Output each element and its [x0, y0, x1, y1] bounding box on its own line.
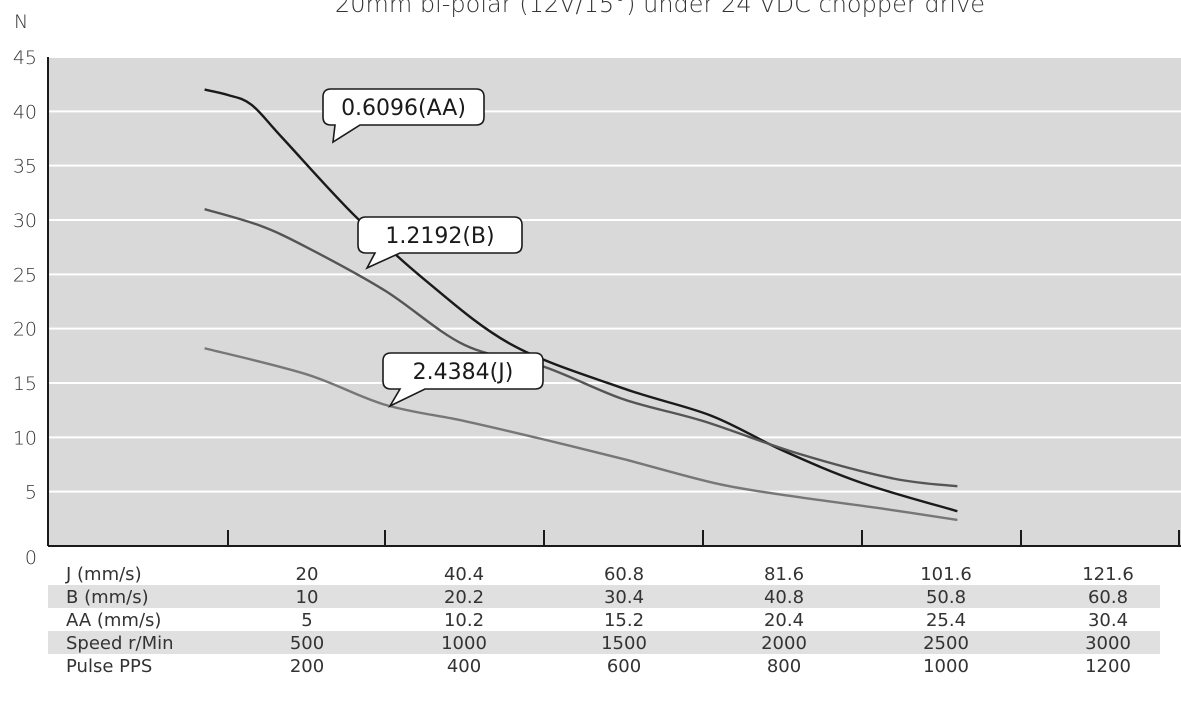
table-cell: 81.6: [764, 564, 804, 585]
table-cell: 15.2: [604, 610, 644, 631]
row-label: Speed r/Min: [66, 633, 174, 654]
table-cell: 1200: [1085, 656, 1131, 677]
row-shade: [48, 585, 1160, 608]
table-cell: 600: [607, 656, 641, 677]
table-cell: 5: [301, 610, 312, 631]
table-cell: 200: [290, 656, 324, 677]
callout-box: [322, 88, 485, 144]
series-line: [204, 347, 958, 522]
y-tick-label: 40: [13, 101, 37, 123]
table-cell: 40.8: [764, 587, 804, 608]
table-cell: 20.4: [764, 610, 804, 631]
row-label: AA (mm/s): [66, 610, 161, 631]
table-cell: 30.4: [604, 587, 644, 608]
table-row: AA (mm/s) 5 10.2 15.2 20.4 25.4 30.4: [66, 610, 1128, 631]
row-label: J (mm/s): [65, 564, 142, 585]
table-cell: 60.8: [1088, 587, 1128, 608]
table-cell: 10: [296, 587, 319, 608]
series-line: [204, 88, 958, 513]
callout-text: 1.2192(B): [385, 224, 494, 249]
y-tick-label: 5: [25, 482, 37, 504]
table-cell: 1000: [441, 633, 487, 654]
table-cell: 121.6: [1082, 564, 1134, 585]
row-label: Pulse PPS: [66, 656, 152, 677]
series-callouts: 0.6096(AA) 1.2192(B) 2.4384(J): [322, 88, 544, 408]
table-cell: 2500: [923, 633, 969, 654]
series-lines: [204, 88, 958, 522]
callout-box: [357, 216, 523, 270]
table-cell: 25.4: [926, 610, 966, 631]
callout-label: 1.2192(B): [357, 216, 523, 270]
table-cell: 3000: [1085, 633, 1131, 654]
table-cell: 1000: [923, 656, 969, 677]
table-cell: 800: [767, 656, 801, 677]
y-tick-label: 30: [13, 210, 37, 232]
y-tick-label: 15: [13, 373, 37, 395]
table-cell: 500: [290, 633, 324, 654]
callout-label: 2.4384(J): [382, 352, 544, 408]
y-tick-label: 45: [13, 47, 37, 69]
callout-text: 0.6096(AA): [341, 96, 466, 121]
y-tick-label: 25: [13, 264, 37, 286]
callout-label: 0.6096(AA): [322, 88, 485, 144]
y-axis-label: N: [14, 11, 28, 33]
table-cell: 50.8: [926, 587, 966, 608]
plot-area: [48, 57, 1181, 546]
series-line: [204, 207, 958, 488]
x-axis: [47, 57, 1181, 547]
chart-title: 20mm bi-polar (12V/15°) under 24 VDC cho…: [335, 0, 985, 18]
y-tick-label: 20: [13, 319, 37, 341]
table-cell: 20.2: [444, 587, 484, 608]
row-shade: [48, 631, 1160, 654]
gridlines: [48, 56, 1181, 493]
y-tick-label: 35: [13, 156, 37, 178]
table-cell: 400: [447, 656, 481, 677]
table-row: Speed r/Min 500 1000 1500 2000 2500 3000: [48, 631, 1160, 654]
table-cell: 1500: [601, 633, 647, 654]
data-table: J (mm/s) 20 40.4 60.8 81.6 101.6 121.6B (mm/s)…: [48, 564, 1160, 677]
table-row: J (mm/s) 20 40.4 60.8 81.6 101.6 121.6: [65, 564, 1134, 585]
row-label: B (mm/s): [66, 587, 149, 608]
table-cell: 40.4: [444, 564, 484, 585]
y-tick-label: 10: [13, 427, 37, 449]
callout-box: [382, 352, 544, 408]
table-cell: 101.6: [920, 564, 972, 585]
table-row: Pulse PPS 200 400 600 800 1000 1200: [66, 656, 1131, 677]
table-cell: 20: [296, 564, 319, 585]
table-cell: 10.2: [444, 610, 484, 631]
table-cell: 30.4: [1088, 610, 1128, 631]
y-tick-label: 0: [25, 547, 37, 569]
table-row: B (mm/s) 10 20.2 30.4 40.8 50.8 60.8: [48, 585, 1160, 608]
table-cell: 2000: [761, 633, 807, 654]
table-cell: 60.8: [604, 564, 644, 585]
y-axis-ticks: 0 5 10 15 20 25 30 35 40 45: [13, 47, 37, 569]
callout-text: 2.4384(J): [413, 360, 514, 385]
